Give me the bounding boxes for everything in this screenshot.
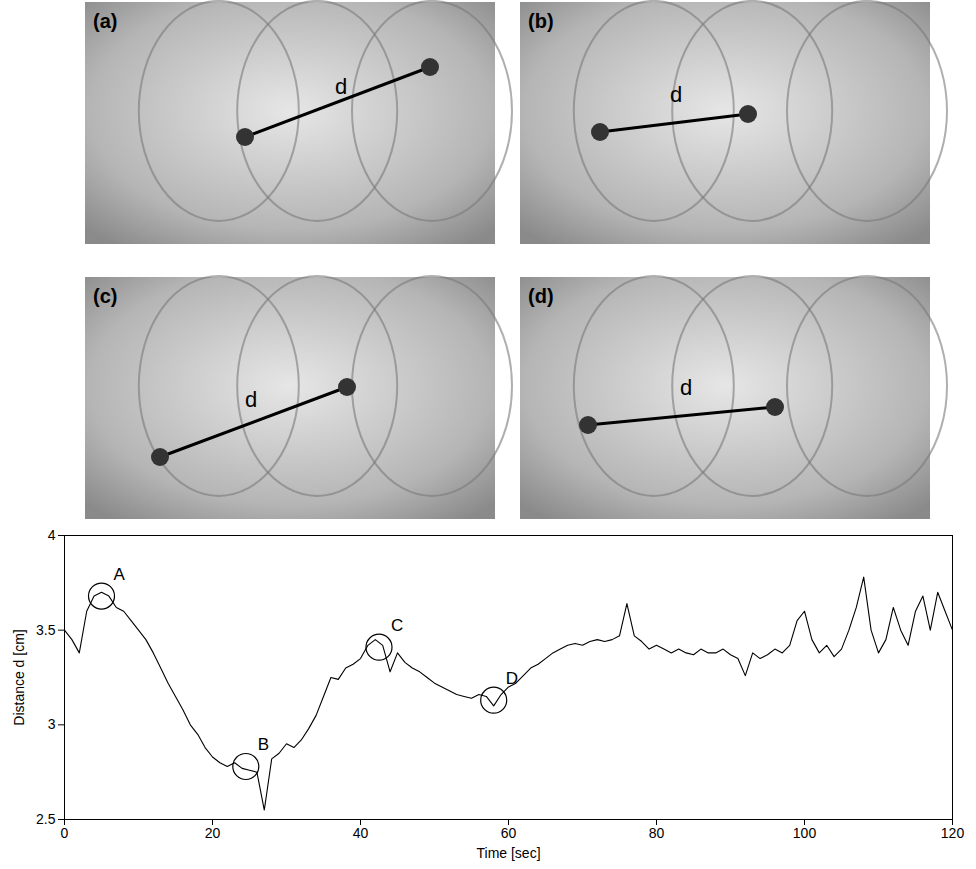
svg-text:4: 4 — [48, 527, 56, 543]
svg-text:d: d — [335, 74, 347, 99]
svg-text:80: 80 — [649, 825, 665, 841]
svg-text:d: d — [670, 82, 682, 107]
svg-text:(a): (a) — [93, 10, 117, 32]
svg-text:0: 0 — [61, 825, 69, 841]
svg-text:60: 60 — [501, 825, 517, 841]
svg-text:(d): (d) — [528, 285, 554, 307]
svg-text:d: d — [245, 387, 257, 412]
svg-text:100: 100 — [793, 825, 817, 841]
svg-text:40: 40 — [353, 825, 369, 841]
svg-text:3: 3 — [48, 716, 56, 732]
svg-text:(b): (b) — [528, 10, 554, 32]
svg-text:C: C — [391, 616, 403, 635]
svg-text:Time [sec]: Time [sec] — [476, 845, 540, 861]
svg-text:D: D — [506, 669, 518, 688]
svg-text:20: 20 — [205, 825, 221, 841]
svg-text:B: B — [258, 735, 269, 754]
svg-text:Distance d [cm]: Distance d [cm] — [11, 629, 27, 725]
svg-text:2.5: 2.5 — [36, 811, 56, 827]
svg-text:A: A — [114, 565, 126, 584]
svg-text:3.5: 3.5 — [36, 622, 56, 638]
svg-text:(c): (c) — [93, 285, 117, 307]
svg-text:120: 120 — [941, 825, 965, 841]
svg-text:d: d — [680, 375, 692, 400]
